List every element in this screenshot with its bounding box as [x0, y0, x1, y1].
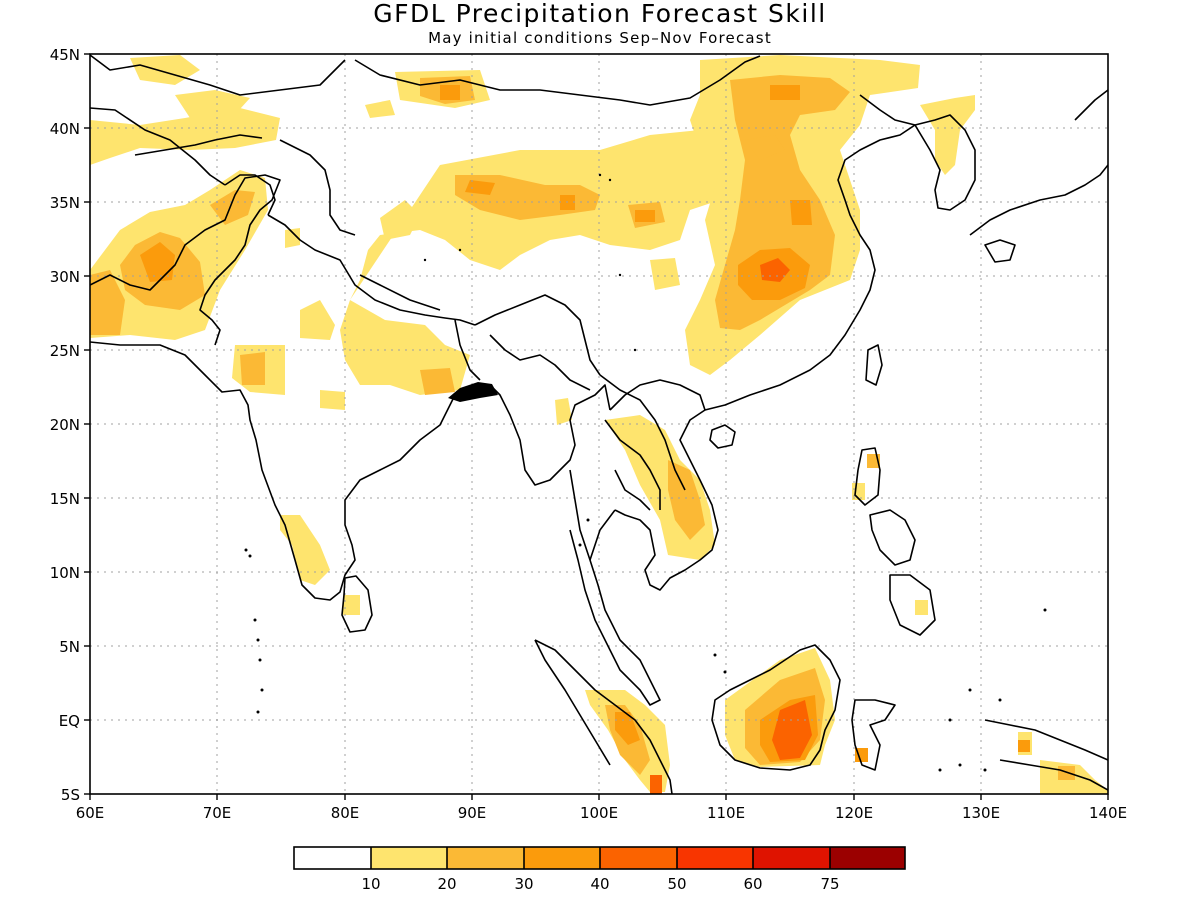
lon-tick-label: 70E	[203, 804, 232, 822]
lon-tick-label: 80E	[331, 804, 360, 822]
colorbar-label: 10	[361, 875, 380, 893]
colorbar-swatch-7	[830, 847, 905, 869]
lon-tick-label: 100E	[580, 804, 618, 822]
coastlines	[90, 54, 1108, 794]
map-grid	[90, 54, 1108, 794]
lat-tick-label: 45N	[50, 46, 80, 64]
colorbar-label: 40	[590, 875, 609, 893]
lon-tick-label: 140E	[1089, 804, 1127, 822]
delta-patch	[448, 382, 498, 402]
lat-tick-label: 35N	[50, 194, 80, 212]
lat-tick-label: 5N	[59, 638, 80, 656]
lon-tick-label: 110E	[707, 804, 745, 822]
colorbar-label: 30	[514, 875, 533, 893]
lon-tick-label: 60E	[76, 804, 105, 822]
colorbar-label: 60	[743, 875, 762, 893]
lat-tick-label: 15N	[50, 490, 80, 508]
map-subtitle: May initial conditions Sep–Nov Forecast	[428, 29, 772, 47]
colorbar: 10 20 30 40 50 60 75	[293, 846, 906, 893]
colorbar-label: 20	[437, 875, 456, 893]
colorbar-swatch-5	[677, 847, 753, 869]
lat-tick-label: 40N	[50, 120, 80, 138]
lat-tick-label: 25N	[50, 342, 80, 360]
colorbar-swatch-2	[447, 847, 524, 869]
lon-tick-label: 130E	[962, 804, 1000, 822]
skill-shading	[90, 55, 1108, 794]
colorbar-swatch-0	[294, 847, 371, 869]
lat-tick-label: EQ	[59, 712, 80, 730]
colorbar-swatch-1	[371, 847, 447, 869]
lon-tick-label: 120E	[835, 804, 873, 822]
lat-tick-label: 20N	[50, 416, 80, 434]
colorbar-label: 50	[667, 875, 686, 893]
lat-tick-label: 30N	[50, 268, 80, 286]
colorbar-swatch-3	[524, 847, 600, 869]
colorbar-swatch-6	[753, 847, 830, 869]
lon-tick-label: 90E	[458, 804, 487, 822]
tick-marks	[84, 53, 1109, 800]
colorbar-swatch-4	[600, 847, 677, 869]
lat-tick-label: 5S	[61, 786, 80, 804]
lat-tick-label: 10N	[50, 564, 80, 582]
map-title: GFDL Precipitation Forecast Skill	[373, 0, 827, 28]
colorbar-label: 75	[820, 875, 839, 893]
island-dots	[244, 173, 1047, 772]
